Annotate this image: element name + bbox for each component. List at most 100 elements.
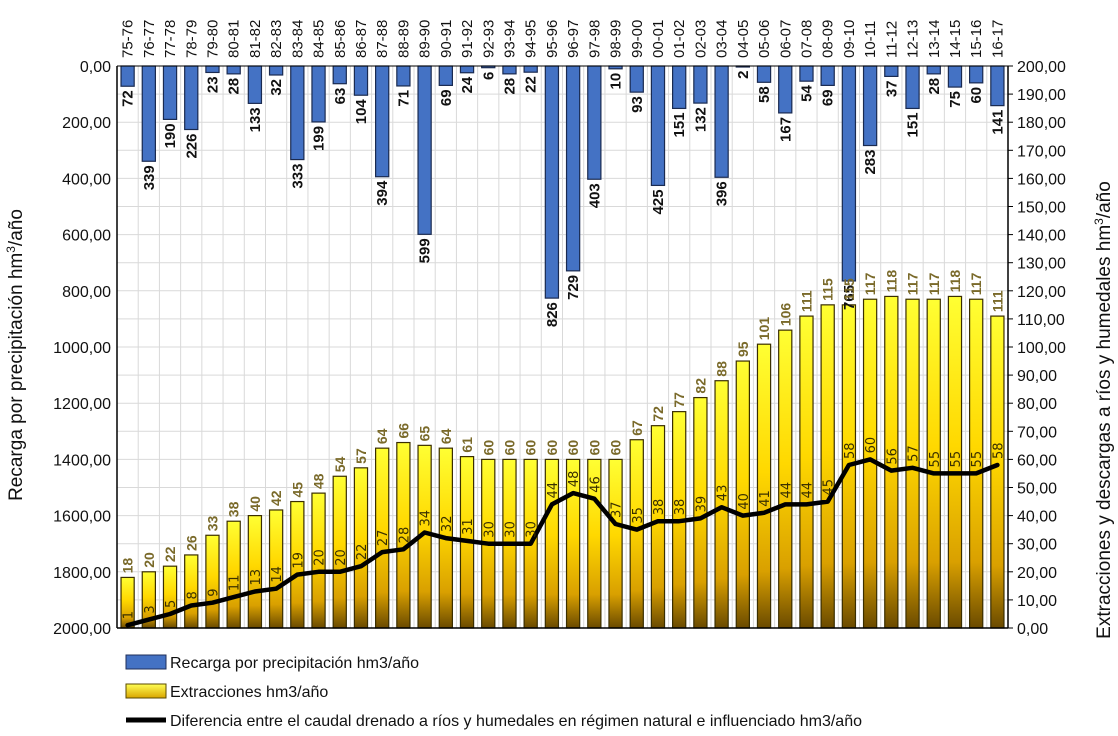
right-tick-label: 130,00 [1017,256,1066,273]
right-tick-label: 70,00 [1017,424,1057,441]
right-tick-label: 140,00 [1017,228,1066,245]
recarga-bar [884,65,899,77]
right-tick-label: 10,00 [1017,593,1057,610]
recarga-data-label: 24 [459,76,476,93]
diferencia-data-label: 38 [652,499,667,516]
recarga-bar [756,65,772,83]
diferencia-data-label: 48 [567,471,582,488]
right-tick-label: 30,00 [1017,537,1057,554]
recarga-data-label: 69 [438,89,455,106]
category-label: 80-81 [226,20,243,58]
right-tick-label: 60,00 [1017,452,1057,469]
diferencia-data-label: 20 [334,549,349,566]
extracciones-bar [120,576,135,629]
left-tick-label: 2000,00 [53,621,111,638]
recarga-bar [438,65,453,86]
extracciones-bar [629,439,644,629]
recarga-bar [693,65,708,104]
diferencia-data-label: 39 [694,496,709,513]
extracciones-data-label: 101 [756,317,772,341]
left-tick-label: 1200,00 [53,396,111,413]
extracciones-data-label: 22 [162,546,178,562]
extracciones-bar [756,343,772,629]
diferencia-data-label: 45 [822,479,837,496]
recarga-bars [120,65,1005,299]
recarga-bar [820,65,835,86]
recarga-bar [947,65,963,88]
category-label: 03-04 [714,20,731,58]
right-tick-label: 40,00 [1017,509,1057,526]
recarga-bar [184,65,199,131]
category-label: 06-07 [777,20,794,58]
extracciones-data-label: 61 [459,437,475,453]
recarga-bar [502,65,517,75]
extracciones-bar [205,534,220,629]
right-tick-label: 100,00 [1017,340,1066,357]
diferencia-data-label: 8 [185,591,200,599]
left-tick-label: 200,00 [62,115,111,132]
extracciones-data-label: 111 [989,290,1005,312]
left-tick-label: 600,00 [62,228,111,245]
extracciones-bar [905,298,920,629]
recarga-data-label: 425 [650,189,667,214]
right-tick-label: 200,00 [1017,59,1066,76]
extracciones-data-label: 77 [671,392,687,408]
left-tick-label: 800,00 [62,284,111,301]
diferencia-data-label: 3 [143,605,158,613]
recarga-data-label: 22 [523,76,540,93]
category-label: 87-88 [374,20,391,58]
extracciones-bar [714,380,729,629]
category-label: 95-96 [544,20,561,58]
recarga-bar [544,65,560,299]
diferencia-data-label: 28 [397,527,412,544]
recarga-data-label: 190 [162,123,179,148]
recarga-bar [799,65,814,82]
recarga-bar [162,65,178,120]
recarga-data-label: 339 [141,165,158,190]
extracciones-data-label: 117 [862,272,878,295]
left-tick-label: 0,00 [80,59,111,76]
category-label: 00-01 [650,20,667,58]
category-label: 93-94 [501,20,518,58]
extracciones-data-label: 115 [820,278,836,301]
diferencia-data-label: 30 [482,521,497,538]
recarga-data-label: 396 [714,181,731,206]
extracciones-data-label: 57 [353,448,369,464]
recarga-bar [969,65,984,84]
category-label: 90-91 [438,20,455,58]
legend: Recarga por precipitación hm3/año Extrac… [125,654,862,730]
recarga-bar [714,65,729,178]
left-tick-label: 400,00 [62,171,111,188]
extracciones-bar [799,315,814,629]
right-tick-label: 110,00 [1017,312,1065,329]
left-tick-label: 1800,00 [53,565,111,582]
recarga-bar [862,65,878,147]
extracciones-data-label: 60 [480,440,496,456]
diferencia-data-label: 31 [461,518,476,535]
category-label: 91-92 [459,20,476,58]
diferencia-data-label: 44 [800,482,815,499]
extracciones-data-label: 40 [247,496,263,512]
category-label: 75-76 [120,20,137,58]
recarga-bar [311,65,326,123]
recarga-bar [587,65,602,180]
recarga-bar [353,65,369,96]
extracciones-data-label: 45 [289,482,305,498]
right-tick-label: 190,00 [1017,87,1066,104]
recarga-bar [672,65,687,110]
category-label: 94-95 [523,20,540,58]
category-label: 89-90 [417,20,434,58]
recarga-data-label: 6 [480,72,497,80]
category-label: 82-83 [268,20,285,58]
recarga-data-label: 403 [586,183,603,208]
diferencia-data-label: 34 [419,510,434,527]
legend-label-extracciones: Extracciones hm3/año [170,684,328,701]
category-label: 76-77 [141,20,158,58]
legend-label-diferencia: Diferencia entre el caudal drenado a río… [170,713,862,730]
recarga-data-label: 54 [798,85,815,102]
diferencia-data-label: 13 [249,569,264,586]
recarga-bar [120,65,135,87]
diferencia-data-label: 30 [503,521,518,538]
category-label: 81-82 [247,20,264,58]
